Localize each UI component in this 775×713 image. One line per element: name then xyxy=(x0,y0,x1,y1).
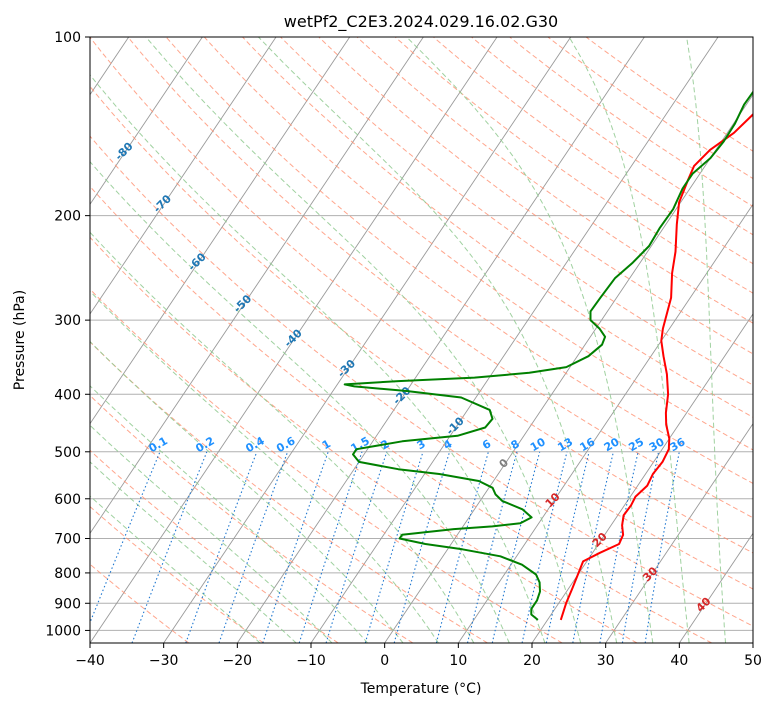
y-axis-title: Pressure (hPa) xyxy=(12,290,28,390)
y-tick-label: 200 xyxy=(54,209,81,225)
y-tick-label: 100 xyxy=(54,30,81,46)
x-tick-label: 20 xyxy=(523,653,541,669)
x-tick-label: 0 xyxy=(380,653,389,669)
x-axis-title: Temperature (°C) xyxy=(360,681,482,697)
y-tick-label: 1000 xyxy=(45,623,81,639)
x-tick-label: −30 xyxy=(149,653,179,669)
y-tick-label: 800 xyxy=(54,566,81,582)
y-tick-label: 700 xyxy=(54,532,81,548)
x-tick-label: −40 xyxy=(75,653,105,669)
y-tick-label: 600 xyxy=(54,492,81,508)
x-tick-label: −10 xyxy=(296,653,326,669)
x-tick-label: 10 xyxy=(449,653,467,669)
y-tick-label: 400 xyxy=(54,387,81,403)
x-tick-label: 30 xyxy=(597,653,615,669)
x-tick-label: 50 xyxy=(744,653,762,669)
y-tick-label: 500 xyxy=(54,445,81,461)
x-tick-label: −20 xyxy=(223,653,253,669)
y-tick-label: 900 xyxy=(54,596,81,612)
chart-title: wetPf2_C2E3.2024.029.16.02.G30 xyxy=(284,12,558,32)
y-tick-label: 300 xyxy=(54,313,81,329)
x-tick-label: 40 xyxy=(670,653,688,669)
